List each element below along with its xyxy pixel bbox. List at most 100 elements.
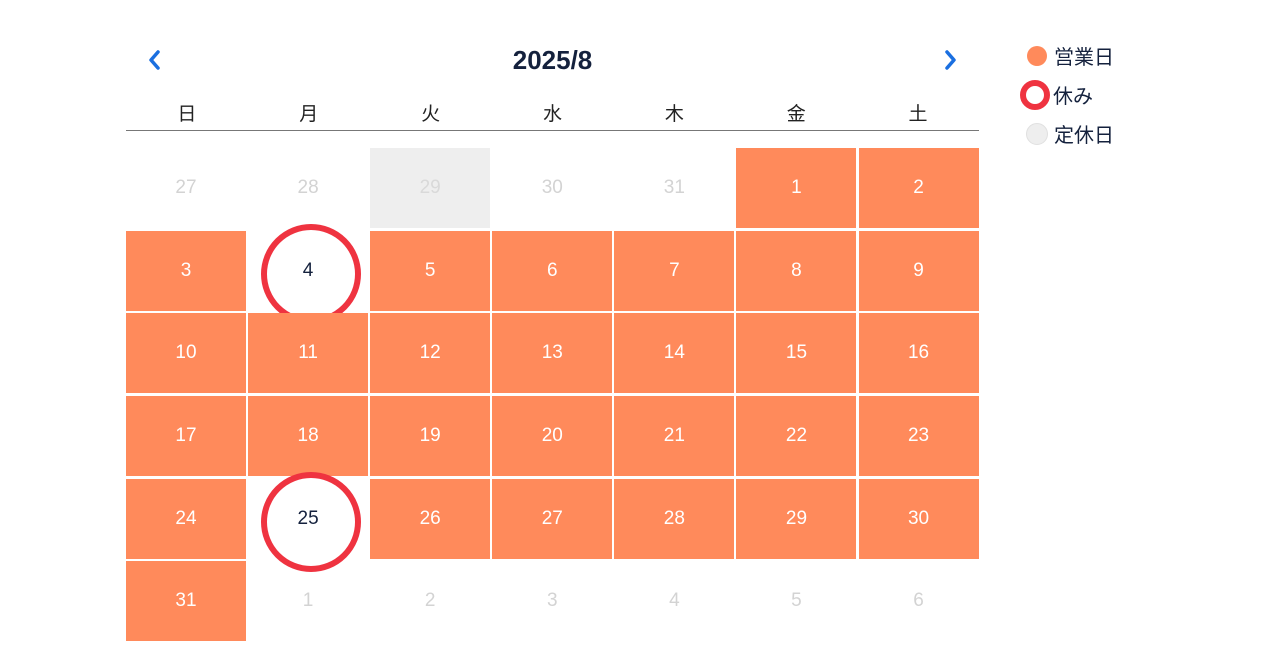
day-cell[interactable]: 23 xyxy=(858,396,979,477)
weekday-sun: 日 xyxy=(177,103,197,125)
regular-holiday-swatch-icon xyxy=(1026,122,1048,145)
day-number: 18 xyxy=(297,425,319,447)
day-cell[interactable]: 3 xyxy=(126,230,246,311)
weekday-header-row: 日 月 火 水 木 金 土 xyxy=(126,100,979,131)
weekday-wed: 水 xyxy=(542,103,562,125)
day-number: 6 xyxy=(913,590,924,612)
day-cell[interactable]: 15 xyxy=(736,313,857,394)
day-cell[interactable]: 18 xyxy=(248,396,369,477)
day-number: 23 xyxy=(907,425,930,447)
day-number: 17 xyxy=(175,425,197,447)
day-cell[interactable]: 30 xyxy=(858,478,979,559)
day-cell: 27 xyxy=(126,148,246,228)
day-number: 2 xyxy=(913,177,924,198)
day-number: 1 xyxy=(302,590,314,612)
legend: 営業日 休み 定休日 xyxy=(1020,36,1114,153)
day-number: 24 xyxy=(175,507,197,529)
day-number: 27 xyxy=(541,507,563,529)
day-number: 12 xyxy=(419,342,441,364)
day-number: 5 xyxy=(424,259,436,281)
day-number: 19 xyxy=(419,425,441,447)
day-number: 16 xyxy=(907,342,930,364)
weekday-fri: 金 xyxy=(786,103,806,125)
calendar-header: 2025/8 xyxy=(126,40,979,80)
day-cell: 1 xyxy=(248,561,368,641)
legend-label: 定休日 xyxy=(1054,123,1114,147)
rest-ring-icon xyxy=(261,471,362,572)
weekday-thu: 木 xyxy=(664,103,684,125)
month-title: 2025/8 xyxy=(512,45,593,75)
legend-item-regular: 定休日 xyxy=(1024,114,1114,153)
day-number: 3 xyxy=(180,259,192,281)
day-cell: 2 xyxy=(370,561,490,641)
day-cell[interactable]: 8 xyxy=(736,230,857,311)
rest-ring-icon xyxy=(261,223,362,324)
day-cell[interactable]: 28 xyxy=(614,478,735,559)
day-cell[interactable]: 9 xyxy=(858,230,979,311)
day-cell: 5 xyxy=(736,561,856,641)
day-cell[interactable]: 11 xyxy=(248,313,369,394)
day-number: 3 xyxy=(546,590,558,612)
calendar-day-grid: 27 28 29 30 31 1 2 3 4 5 6 7 8 9 10 11 12 13 14 15 16 17 18 19 2… xyxy=(126,148,979,642)
day-cell[interactable]: 21 xyxy=(614,396,735,477)
day-cell[interactable]: 19 xyxy=(370,396,491,477)
day-cell[interactable]: 10 xyxy=(126,313,246,394)
day-number: 4 xyxy=(669,590,680,612)
day-cell[interactable]: 22 xyxy=(736,396,857,477)
weekday-tue: 火 xyxy=(421,103,441,125)
weekday-sat: 土 xyxy=(908,103,928,125)
day-number: 20 xyxy=(541,425,563,447)
day-number: 27 xyxy=(175,177,197,198)
day-number: 30 xyxy=(907,507,930,529)
day-cell: 28 xyxy=(248,148,368,228)
prev-month-button[interactable] xyxy=(142,48,166,72)
day-cell: 3 xyxy=(492,561,612,641)
day-cell: 4 xyxy=(614,561,734,641)
day-cell[interactable]: 12 xyxy=(370,313,491,394)
day-number: 2 xyxy=(424,590,436,612)
day-cell[interactable]: 7 xyxy=(614,230,735,311)
day-cell[interactable]: 31 xyxy=(126,561,246,642)
day-number: 28 xyxy=(663,507,685,529)
weekday-mon: 月 xyxy=(299,103,319,125)
day-number: 30 xyxy=(541,177,563,198)
day-cell: 31 xyxy=(614,148,734,228)
day-number: 5 xyxy=(791,590,802,612)
day-number: 8 xyxy=(791,259,802,281)
legend-label: 休み xyxy=(1053,84,1093,108)
day-cell[interactable]: 2 xyxy=(858,148,979,228)
day-cell[interactable]: 16 xyxy=(858,313,979,394)
day-cell[interactable]: 27 xyxy=(492,478,613,559)
legend-item-open: 営業日 xyxy=(1024,36,1114,75)
day-number: 14 xyxy=(663,342,685,364)
day-cell[interactable]: 5 xyxy=(370,230,491,311)
day-cell[interactable]: 14 xyxy=(614,313,735,394)
day-number: 13 xyxy=(541,342,563,364)
day-number: 31 xyxy=(663,177,685,198)
chevron-left-icon xyxy=(149,50,160,70)
day-number: 1 xyxy=(791,177,802,198)
day-cell[interactable]: 24 xyxy=(126,478,246,559)
next-month-button[interactable] xyxy=(939,48,963,72)
day-number: 6 xyxy=(546,259,558,281)
day-cell[interactable]: 20 xyxy=(492,396,613,477)
day-number: 7 xyxy=(669,259,680,281)
day-cell[interactable]: 6 xyxy=(492,230,613,311)
day-number: 31 xyxy=(175,590,197,612)
day-cell: 30 xyxy=(492,148,612,228)
day-cell[interactable]: 26 xyxy=(370,478,491,559)
day-cell[interactable]: 1 xyxy=(736,148,857,228)
day-number: 11 xyxy=(298,342,318,364)
day-cell: 6 xyxy=(859,561,979,641)
day-number: 4 xyxy=(302,259,314,281)
day-cell[interactable]: 29 xyxy=(736,478,857,559)
day-cell[interactable]: 4 xyxy=(248,223,368,324)
day-number: 22 xyxy=(785,425,808,447)
day-cell[interactable]: 17 xyxy=(126,396,246,477)
day-number: 21 xyxy=(663,425,685,447)
day-number: 25 xyxy=(297,507,319,529)
day-cell[interactable]: 25 xyxy=(248,471,368,572)
legend-label: 営業日 xyxy=(1054,45,1114,69)
chevron-right-icon xyxy=(945,50,956,70)
day-cell[interactable]: 13 xyxy=(492,313,613,394)
